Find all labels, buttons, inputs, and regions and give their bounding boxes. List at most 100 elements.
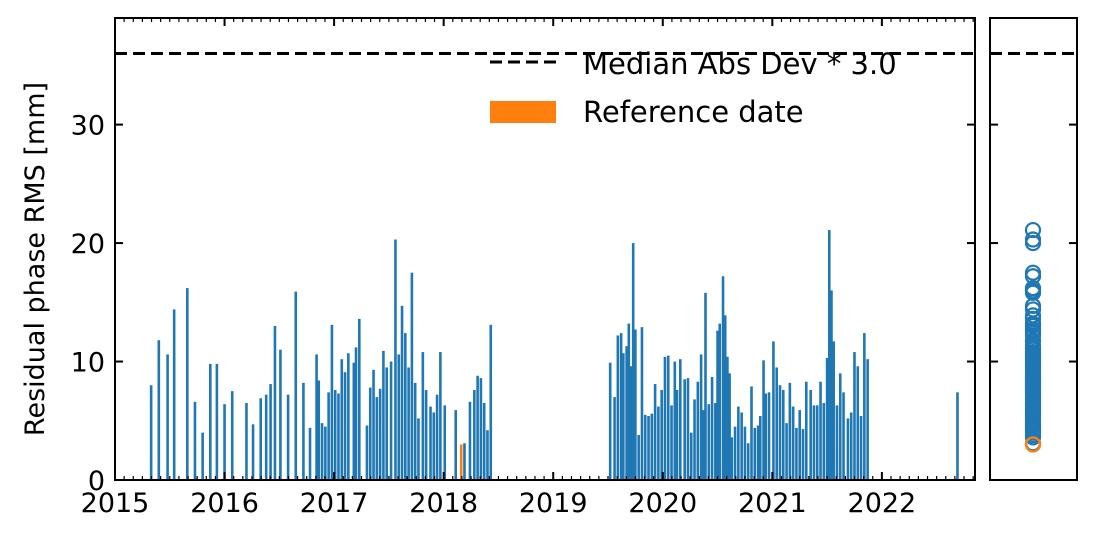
- bar: [454, 410, 458, 480]
- bar: [385, 367, 388, 480]
- bar: [463, 443, 466, 480]
- bar: [631, 243, 635, 480]
- bar: [702, 410, 705, 480]
- bar: [798, 410, 802, 480]
- bar: [753, 427, 757, 480]
- bar: [317, 380, 321, 480]
- bar: [686, 378, 690, 480]
- side-point: [1024, 429, 1042, 446]
- bar: [479, 378, 483, 480]
- bar: [849, 412, 853, 480]
- bar: [710, 376, 714, 480]
- bar: [838, 373, 842, 480]
- bar: [670, 405, 673, 480]
- bar: [482, 403, 486, 480]
- x-ticks: 2015 2016 2017 2018 2019 2020 2021 2022: [81, 18, 974, 519]
- x-tick-label: 2020: [628, 488, 697, 519]
- bar: [432, 412, 436, 480]
- bar: [273, 326, 277, 480]
- bar: [775, 367, 779, 480]
- bar: [264, 394, 268, 480]
- bar: [365, 425, 369, 480]
- legend: Median Abs Dev * 3.0 Reference date: [490, 47, 897, 129]
- bar: [643, 414, 647, 480]
- bar: [804, 381, 808, 480]
- bar: [413, 382, 417, 480]
- bar: [476, 375, 479, 480]
- bar: [740, 412, 743, 480]
- bar: [400, 305, 404, 480]
- bar: [762, 360, 765, 480]
- bar: [785, 423, 788, 480]
- bar: [389, 361, 393, 480]
- bar: [756, 425, 760, 480]
- bar: [337, 393, 340, 480]
- bar: [679, 359, 682, 480]
- main-plot-frame: [114, 17, 976, 481]
- main-plot: 0 10 20 30 2015 2016 2017 2018 2019 2020 2021 2022…: [20, 17, 976, 519]
- bar: [726, 356, 729, 480]
- bar: [340, 359, 344, 480]
- bar: [859, 416, 863, 480]
- y-tick-label: 30: [71, 111, 105, 142]
- bar: [347, 353, 350, 480]
- side-point: [1024, 234, 1042, 252]
- bar: [812, 405, 816, 480]
- bar: [486, 430, 489, 480]
- bar: [230, 391, 234, 480]
- bar: [728, 373, 731, 480]
- legend-threshold-label: Median Abs Dev * 3.0: [583, 47, 897, 81]
- bar: [846, 418, 850, 480]
- bar: [608, 362, 612, 480]
- bar: [657, 406, 660, 480]
- bar: [778, 385, 782, 480]
- bar: [489, 324, 493, 480]
- bar: [723, 315, 727, 480]
- bar: [721, 276, 725, 480]
- bar: [835, 405, 839, 480]
- y-axis-label: Residual phase RMS [mm]: [20, 82, 51, 436]
- bar: [443, 405, 447, 480]
- bar: [269, 384, 272, 480]
- bar: [673, 361, 677, 480]
- bar: [832, 341, 835, 480]
- bar: [707, 404, 711, 480]
- x-tick-label: 2017: [300, 488, 369, 519]
- bar: [439, 352, 442, 480]
- bar: [324, 426, 327, 480]
- x-tick-label: 2022: [848, 488, 917, 519]
- bar: [327, 392, 330, 480]
- x-tick-label: 2019: [519, 488, 588, 519]
- bar: [795, 427, 798, 480]
- side-plot-frame: [989, 17, 1078, 481]
- bar: [215, 363, 219, 480]
- bar: [758, 416, 762, 480]
- bar: [368, 387, 372, 480]
- bar: [157, 340, 161, 480]
- bar: [352, 362, 356, 480]
- legend-reference-label: Reference date: [583, 95, 804, 129]
- bar: [616, 335, 620, 480]
- bar: [343, 372, 347, 480]
- bar: [209, 363, 212, 480]
- bar: [730, 437, 734, 480]
- x-tick-label: 2015: [81, 488, 150, 519]
- bar: [683, 379, 686, 480]
- y-tick-label: 0: [88, 466, 105, 497]
- bar: [172, 309, 176, 480]
- bar: [382, 350, 385, 480]
- bar: [629, 366, 633, 480]
- bar: [404, 333, 407, 480]
- side-plot: [989, 17, 1078, 481]
- side-points: [1024, 221, 1042, 453]
- bar: [468, 401, 472, 480]
- y-tick-label: 20: [71, 229, 105, 260]
- bar: [815, 405, 819, 480]
- bar: [613, 397, 616, 480]
- bar: [653, 384, 657, 480]
- bar: [791, 406, 795, 480]
- bar: [788, 382, 792, 480]
- bar: [251, 424, 255, 480]
- bar: [733, 426, 737, 480]
- bar: [435, 394, 439, 480]
